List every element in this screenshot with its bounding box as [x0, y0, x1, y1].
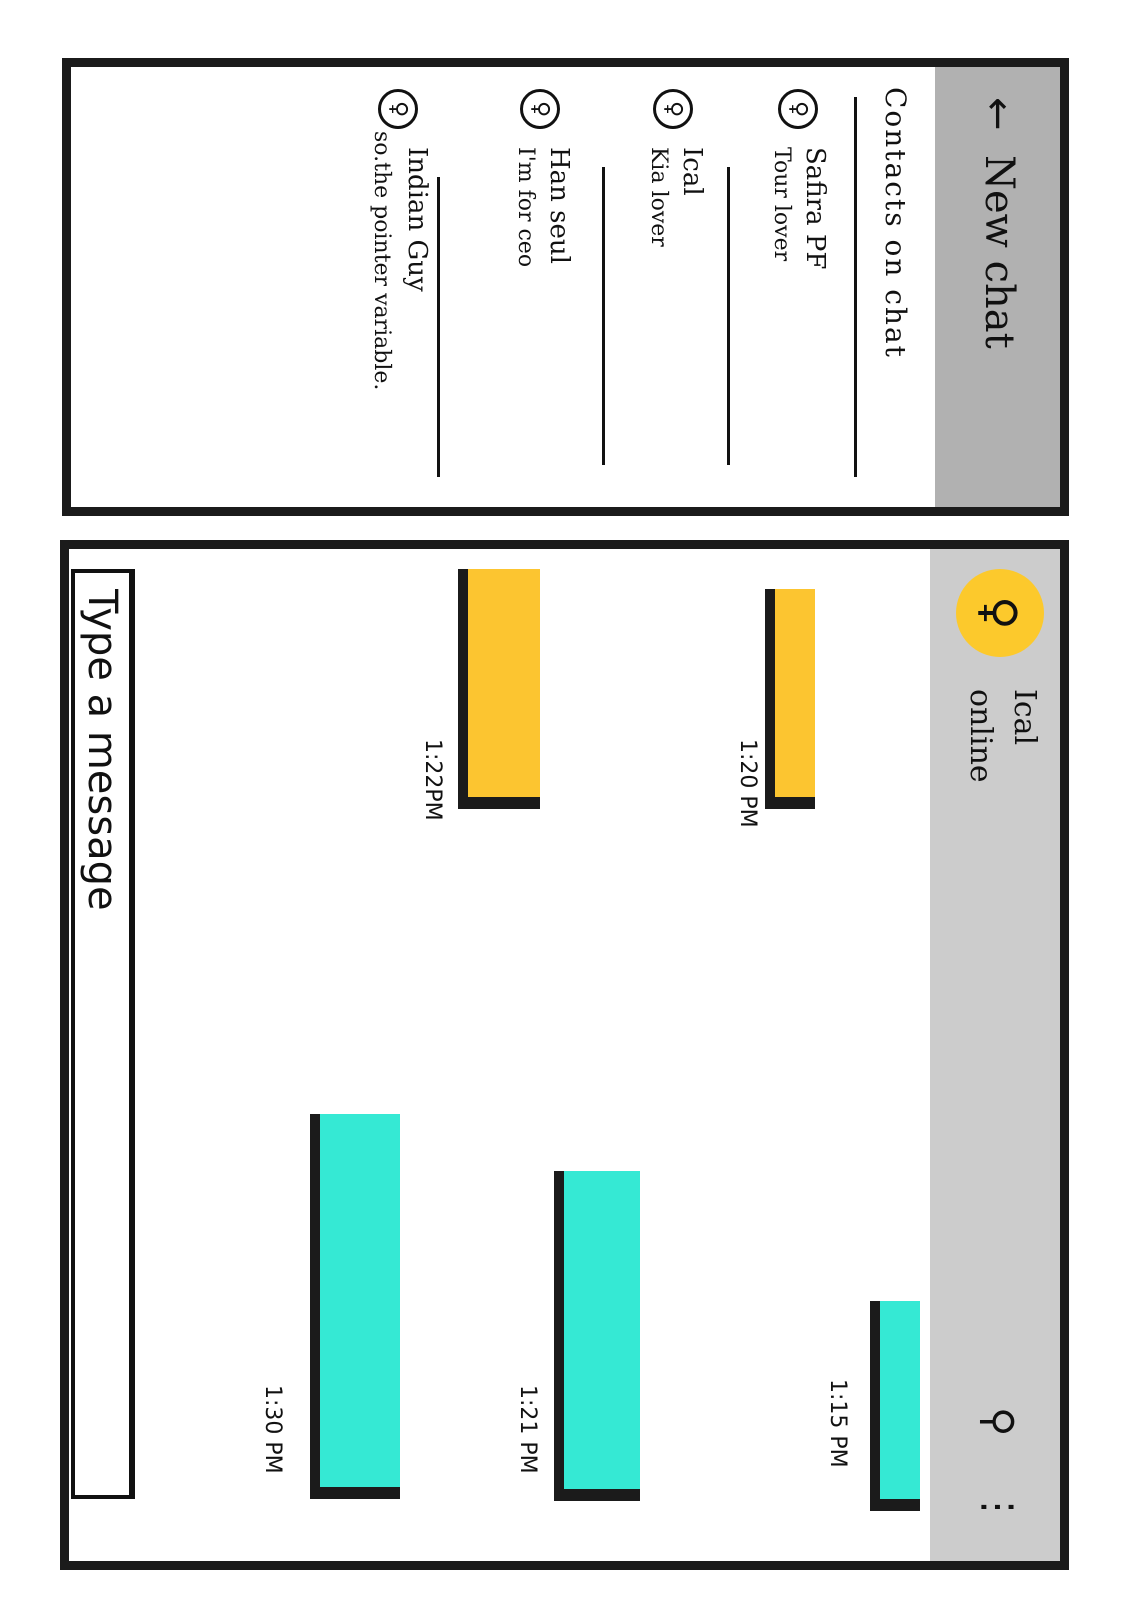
arrow-left-icon[interactable]: ←	[975, 97, 1021, 131]
conversation-content: ♀ Ical online ⚲ ⋮ 1:15 PM 1:20 PM 1:21 P…	[69, 549, 1060, 1561]
new-chat-header: ← New chat	[935, 67, 1060, 507]
contact-name: Han seul	[544, 147, 574, 264]
message-bubble-outgoing[interactable]	[870, 1301, 920, 1511]
chat-header: ♀ Ical online ⚲ ⋮	[930, 549, 1060, 1561]
conversation-screen: ♀ Ical online ⚲ ⋮ 1:15 PM 1:20 PM 1:21 P…	[60, 540, 1069, 1570]
message-bubble-outgoing[interactable]	[310, 1114, 400, 1499]
new-chat-content: ← New chat Contacts on chat ♀ Safira PF …	[71, 67, 1060, 507]
user-avatar-icon: ♀	[378, 89, 418, 129]
contact-status: Tour lover	[769, 147, 794, 262]
search-icon[interactable]: ⚲	[975, 1407, 1021, 1437]
contact-item[interactable]: ♀ Han seul I'm for ceo	[492, 67, 582, 507]
divider	[727, 167, 730, 465]
contact-item[interactable]: ♀ Safira PF Tour lover	[750, 67, 840, 507]
divider	[854, 97, 857, 477]
user-avatar-icon: ♀	[520, 89, 560, 129]
contact-status: I'm for ceo	[513, 147, 538, 268]
message-timestamp: 1:22PM	[420, 739, 445, 821]
divider	[602, 167, 605, 465]
message-timestamp: 1:20 PM	[735, 739, 760, 828]
new-chat-screen: ← New chat Contacts on chat ♀ Safira PF …	[62, 58, 1069, 516]
contacts-section-label: Contacts on chat	[879, 87, 912, 359]
message-bubble-incoming[interactable]	[458, 569, 540, 809]
contact-name: Safira PF	[800, 147, 830, 270]
message-timestamp: 1:21 PM	[515, 1385, 540, 1474]
contact-status: so.the pointer variable.	[369, 131, 394, 391]
message-bubble-outgoing[interactable]	[554, 1171, 640, 1501]
contact-item[interactable]: ♀ Ical Kia lover	[625, 67, 715, 507]
new-chat-title: New chat	[976, 155, 1022, 349]
chat-contact-name: Ical	[1007, 689, 1042, 746]
message-composer	[71, 569, 135, 1499]
contact-name: Indian Guy	[402, 147, 432, 292]
more-vert-icon[interactable]: ⋮	[975, 1487, 1021, 1527]
message-timestamp: 1:30 PM	[260, 1385, 285, 1474]
contact-name: Ical	[677, 147, 707, 196]
user-avatar-icon[interactable]: ♀	[956, 569, 1044, 657]
message-input[interactable]	[75, 573, 129, 1495]
contact-status: Kia lover	[646, 147, 671, 247]
contact-item[interactable]: ♀ Indian Guy so.the pointer variable.	[350, 67, 440, 507]
message-timestamp: 1:15 PM	[825, 1379, 850, 1468]
user-avatar-icon: ♀	[778, 89, 818, 129]
message-bubble-incoming[interactable]	[765, 589, 815, 809]
user-avatar-icon: ♀	[653, 89, 693, 129]
chat-presence-status: online	[963, 689, 998, 783]
